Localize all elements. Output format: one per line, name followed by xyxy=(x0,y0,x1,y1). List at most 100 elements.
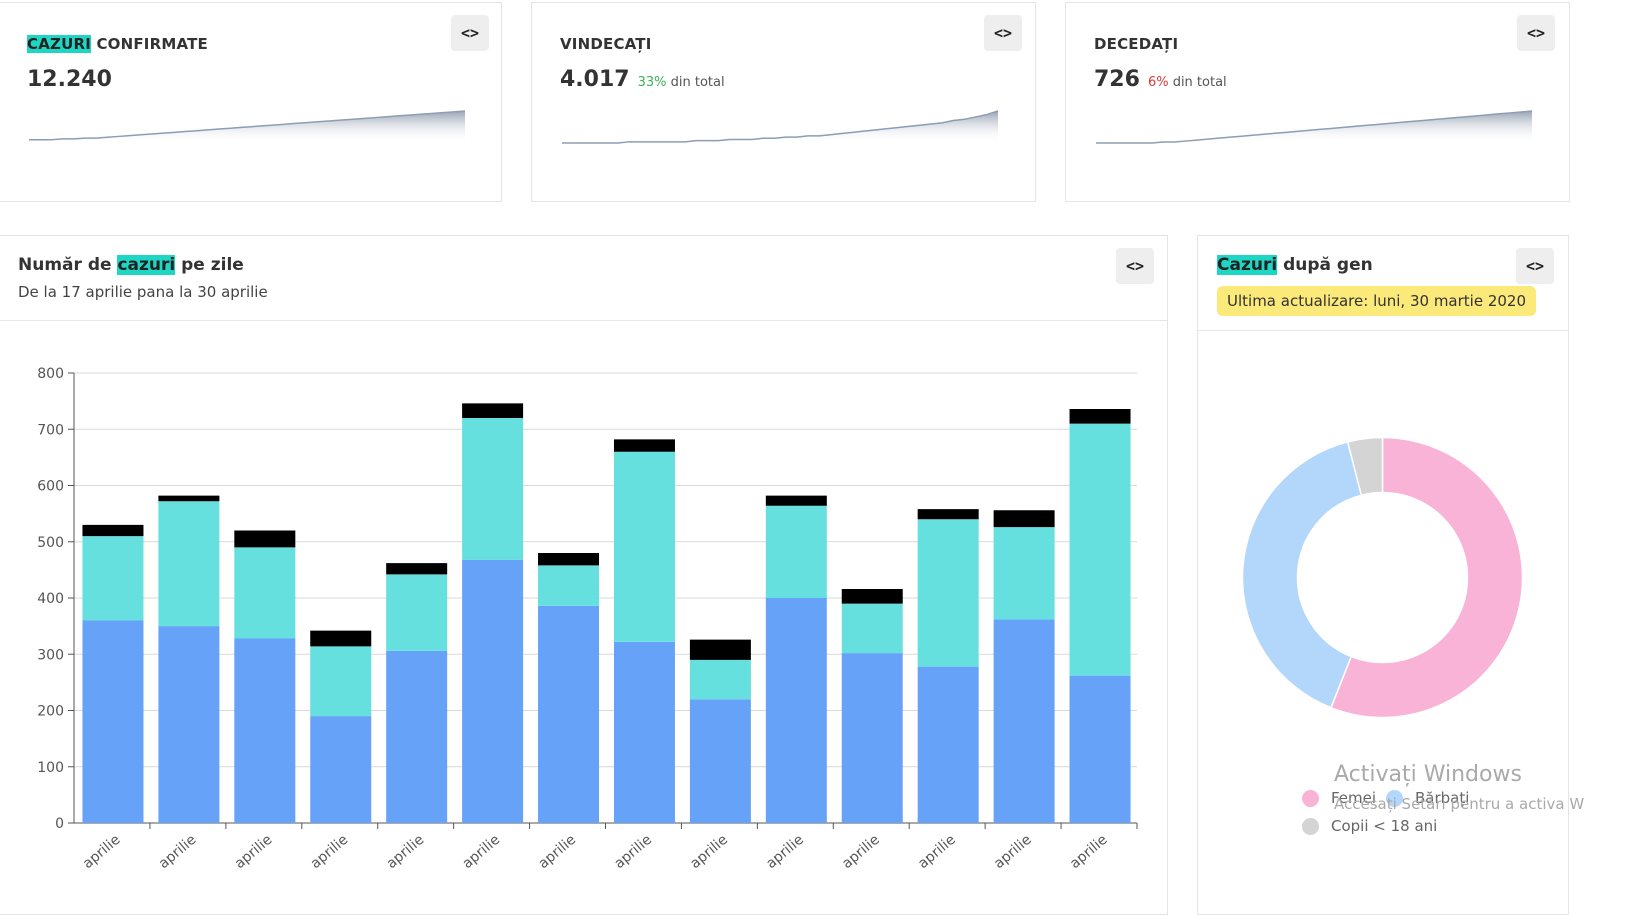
bar-segment xyxy=(234,547,296,639)
bar-segment xyxy=(462,418,524,560)
legend-item-femei[interactable]: Femei xyxy=(1302,789,1376,807)
stat-value: 726 6% din total xyxy=(1094,67,1227,92)
x-tick-label: aprilie xyxy=(308,832,352,872)
panel-title: Cazuri după gen xyxy=(1217,255,1373,275)
bar-segment xyxy=(158,626,220,823)
panel-title: Număr de cazuri pe zile xyxy=(18,255,244,275)
y-tick-label: 200 xyxy=(37,704,64,720)
bar-segment xyxy=(917,519,979,667)
legend-label: Femei xyxy=(1331,789,1377,807)
bar-segment xyxy=(310,630,372,647)
legend-dot xyxy=(1302,817,1319,835)
sparkline-chart xyxy=(29,110,466,143)
bar-segment xyxy=(158,495,220,502)
panel-subtitle: De la 17 aprilie pana la 30 aprilie xyxy=(18,283,268,301)
x-tick-label: aprilie xyxy=(763,832,807,872)
donut-slice xyxy=(1241,440,1363,709)
legend-label: Copii < 18 ani xyxy=(1331,817,1438,835)
x-tick-label: aprilie xyxy=(232,832,276,872)
windows-activation-hint: Accesați Setări pentru a activa W xyxy=(1334,795,1585,813)
embed-code-button[interactable]: <> xyxy=(1516,248,1554,284)
y-tick-label: 600 xyxy=(37,479,64,495)
legend-item-barbati[interactable]: Bărbați xyxy=(1386,789,1469,807)
bar-segment xyxy=(386,650,448,823)
panel-divider xyxy=(1198,330,1568,331)
sparkline-line xyxy=(1096,110,1533,144)
bar-segment xyxy=(462,403,524,418)
bar-segment xyxy=(689,699,751,823)
bar-segment xyxy=(993,619,1055,823)
bar-segment xyxy=(993,510,1055,528)
bar-segment xyxy=(462,559,524,823)
embed-code-button[interactable]: <> xyxy=(451,15,489,51)
bar-segment xyxy=(310,646,372,717)
bar-segment xyxy=(82,524,144,537)
y-tick-label: 700 xyxy=(37,422,64,438)
stat-card-recovered: <> VINDECAȚI 4.017 33% din total xyxy=(531,2,1036,202)
embed-code-button[interactable]: <> xyxy=(984,15,1022,51)
gender-donut-chart xyxy=(1241,436,1524,719)
bar-segment xyxy=(765,598,827,823)
x-tick-label: aprilie xyxy=(80,832,124,872)
donut-slice xyxy=(1329,436,1524,719)
bar-segment xyxy=(917,666,979,823)
sparkline-area xyxy=(562,111,998,143)
bar-segment xyxy=(993,527,1055,620)
bar-segment xyxy=(1069,423,1131,676)
panel-divider xyxy=(0,320,1167,321)
bar-segment xyxy=(841,653,903,823)
x-tick-label: aprilie xyxy=(839,832,883,872)
bar-segment xyxy=(538,565,600,606)
embed-code-button[interactable]: <> xyxy=(1517,15,1555,51)
y-tick-label: 100 xyxy=(37,760,64,776)
sparkline-area xyxy=(1096,111,1532,143)
stat-title: VINDECAȚI xyxy=(560,35,652,53)
bar-segment xyxy=(613,641,675,823)
bar-segment xyxy=(689,639,751,660)
legend-dot xyxy=(1302,789,1319,807)
bar-segment xyxy=(158,501,220,627)
bar-segment xyxy=(386,563,448,575)
sparkline-line xyxy=(562,110,999,144)
x-tick-label: aprilie xyxy=(915,832,959,872)
y-tick-label: 400 xyxy=(37,591,64,607)
bar-segment xyxy=(234,638,296,823)
bar-segment xyxy=(613,439,675,452)
legend-label: Bărbați xyxy=(1415,789,1470,807)
bar-segment xyxy=(310,716,372,823)
daily-cases-bar-chart: 0 100 200 300 400 500 600 700 800 aprilie aprilie a… xyxy=(37,366,1138,872)
embed-code-button[interactable]: <> xyxy=(1116,248,1154,284)
bar-segment xyxy=(82,536,144,621)
x-tick-label: aprilie xyxy=(156,832,200,872)
bar-segment xyxy=(765,495,827,506)
bar-segment xyxy=(82,620,144,823)
bar-segment xyxy=(538,553,600,566)
sparkline-chart xyxy=(1096,110,1533,144)
stat-value: 12.240 xyxy=(27,67,112,92)
sparkline-line xyxy=(29,110,466,141)
y-tick-label: 0 xyxy=(55,816,64,832)
legend-item-copii[interactable]: Copii < 18 ani xyxy=(1302,817,1437,835)
y-tick-label: 500 xyxy=(37,535,64,551)
bar-segment xyxy=(917,509,979,520)
bar-segment xyxy=(841,603,903,654)
bar-segment xyxy=(1069,409,1131,424)
stat-title: CAZURI CONFIRMATE xyxy=(27,35,208,53)
y-tick-label: 300 xyxy=(37,647,64,663)
y-tick-label: 800 xyxy=(37,366,64,382)
bar-segment xyxy=(386,574,448,651)
bar-segment xyxy=(689,659,751,700)
stat-title: DECEDAȚI xyxy=(1094,35,1179,53)
bar-segment xyxy=(765,505,827,598)
last-update-badge: Ultima actualizare: luni, 30 martie 2020 xyxy=(1217,286,1537,316)
x-tick-label: aprilie xyxy=(1067,832,1111,872)
stat-card-deaths: <> DECEDAȚI 726 6% din total xyxy=(1065,2,1570,202)
bar-segment xyxy=(613,451,675,642)
bar-segment xyxy=(841,589,903,604)
stat-value: 4.017 33% din total xyxy=(560,67,725,92)
bar-segment xyxy=(1069,675,1131,823)
x-tick-label: aprilie xyxy=(687,832,731,872)
bar-segment xyxy=(538,605,600,823)
legend-dot xyxy=(1386,789,1403,807)
sparkline-chart xyxy=(562,110,999,144)
